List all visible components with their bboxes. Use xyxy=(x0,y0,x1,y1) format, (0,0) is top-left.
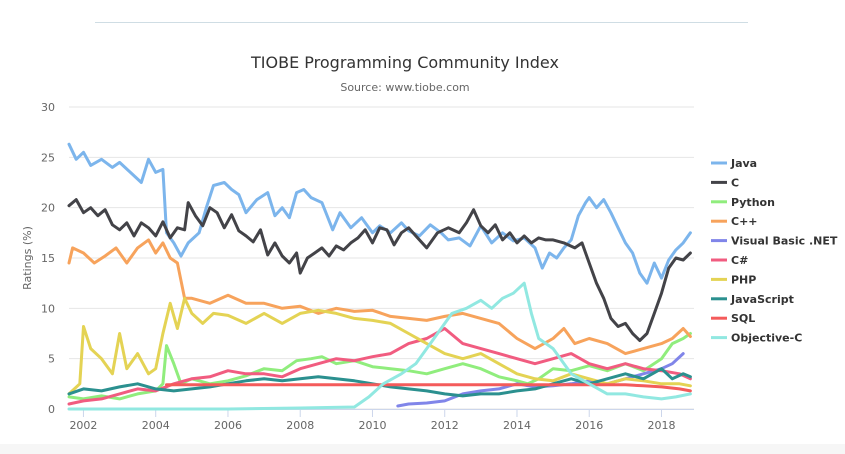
legend-label: SQL xyxy=(731,312,755,325)
x-tick-label: 2006 xyxy=(214,419,242,432)
legend-label: C# xyxy=(731,254,748,267)
x-tick-label: 2008 xyxy=(286,419,314,432)
series-line-java xyxy=(67,142,692,285)
legend-item-visual-basic-net[interactable]: Visual Basic .NET xyxy=(711,235,838,248)
chart-title: TIOBE Programming Community Index xyxy=(250,53,559,72)
legend-item-objective-c[interactable]: Objective-C xyxy=(711,332,802,345)
y-tick-label: 20 xyxy=(41,202,55,215)
x-tick-label: 2010 xyxy=(358,419,386,432)
legend: Java C Python C++ Visual Basic .NET C# PHP Java… xyxy=(711,157,838,345)
x-axis-ticks: 2002 2004 2006 2008 2010 2012 2014 2016 2018 xyxy=(69,409,694,432)
x-tick-label: 2018 xyxy=(647,419,675,432)
legend-label: Visual Basic .NET xyxy=(731,235,838,248)
legend-label: C xyxy=(731,176,739,189)
y-tick-label: 10 xyxy=(41,302,55,315)
legend-item-java[interactable]: Java xyxy=(711,157,757,170)
gridlines xyxy=(69,106,694,410)
x-tick-label: 2012 xyxy=(431,419,459,432)
y-axis-ticks: 0 5 10 15 20 25 30 xyxy=(41,101,55,416)
legend-label: Objective-C xyxy=(731,332,802,345)
legend-item-php[interactable]: PHP xyxy=(711,273,756,286)
series-line-c xyxy=(67,198,692,342)
legend-item-c[interactable]: C xyxy=(711,176,739,189)
x-tick-label: 2016 xyxy=(575,419,603,432)
y-tick-label: 25 xyxy=(41,151,55,164)
legend-item-javascript[interactable]: JavaScript xyxy=(711,293,794,306)
legend-item-python[interactable]: Python xyxy=(711,196,775,209)
chart-subtitle: Source: www.tiobe.com xyxy=(340,81,469,94)
legend-label: PHP xyxy=(731,273,756,286)
series-line-objective-c xyxy=(67,281,692,411)
series-line-sql xyxy=(165,383,692,393)
line-chart: TIOBE Programming Community Index Source… xyxy=(21,53,838,432)
legend-label: JavaScript xyxy=(730,293,794,306)
y-tick-label: 15 xyxy=(41,252,55,265)
x-tick-label: 2004 xyxy=(142,419,170,432)
top-divider xyxy=(95,22,748,23)
legend-label: Java xyxy=(730,157,757,170)
bottom-band xyxy=(0,444,845,454)
y-axis-label: Ratings (%) xyxy=(21,226,34,290)
y-tick-label: 0 xyxy=(48,403,55,416)
legend-item-c[interactable]: C++ xyxy=(711,215,758,228)
y-tick-label: 30 xyxy=(41,101,55,114)
series-lines xyxy=(67,142,692,411)
x-tick-label: 2002 xyxy=(69,419,97,432)
legend-item-sql[interactable]: SQL xyxy=(711,312,755,325)
legend-item-c[interactable]: C# xyxy=(711,254,748,267)
series-line-php xyxy=(67,296,692,396)
x-tick-label: 2014 xyxy=(503,419,531,432)
y-tick-label: 5 xyxy=(48,353,55,366)
series-line-javascript xyxy=(67,367,692,398)
legend-label: Python xyxy=(731,196,775,209)
legend-label: C++ xyxy=(731,215,758,228)
series-line-python xyxy=(67,332,692,401)
series-line-c xyxy=(67,238,692,356)
